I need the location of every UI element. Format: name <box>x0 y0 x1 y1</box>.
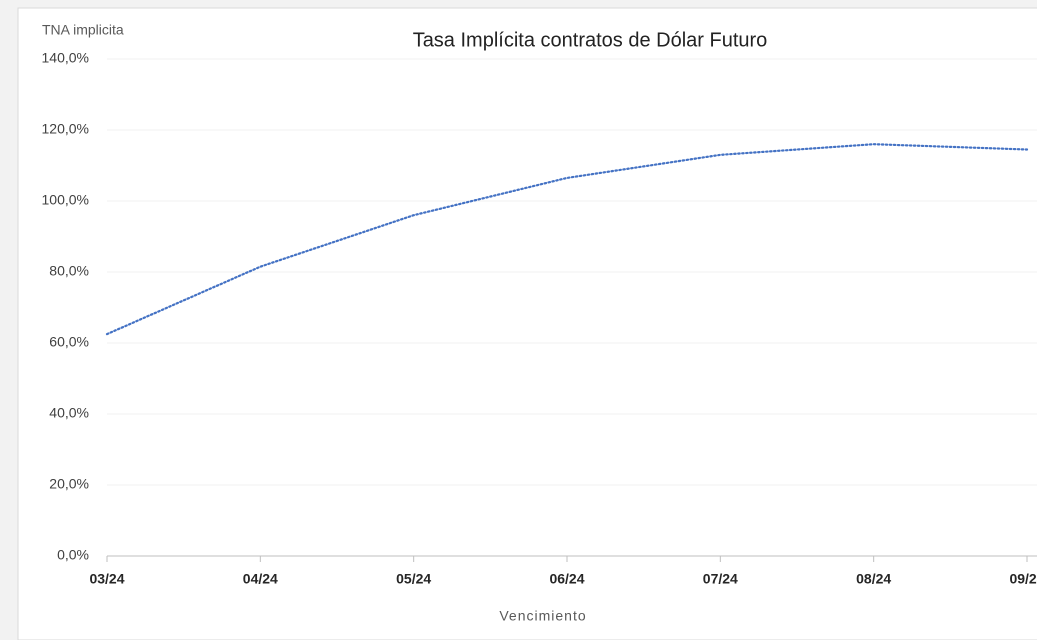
y-tick-label: 100,0% <box>42 192 89 208</box>
x-tick-label: 09/24 <box>1009 571 1037 587</box>
x-tick-label: 06/24 <box>549 571 584 587</box>
x-axis-label: Vencimiento <box>499 608 586 624</box>
y-tick-label: 20,0% <box>49 476 89 492</box>
y-axis-label: TNA implicita <box>42 22 124 38</box>
series-line <box>105 143 1029 336</box>
x-tick-label: 08/24 <box>856 571 891 587</box>
x-tick-label: 04/24 <box>243 571 278 587</box>
chart-title: Tasa Implícita contratos de Dólar Futuro <box>413 29 768 51</box>
y-tick-label: 80,0% <box>49 263 89 279</box>
y-tick-label: 60,0% <box>49 334 89 350</box>
x-tick-label: 03/24 <box>89 571 124 587</box>
y-tick-label: 40,0% <box>49 405 89 421</box>
y-tick-label: 140,0% <box>42 50 89 66</box>
y-tick-label: 120,0% <box>42 121 89 137</box>
chart-background <box>17 7 1037 640</box>
x-tick-label: 07/24 <box>703 571 738 587</box>
y-tick-label: 0,0% <box>57 547 89 563</box>
x-tick-label: 05/24 <box>396 571 431 587</box>
